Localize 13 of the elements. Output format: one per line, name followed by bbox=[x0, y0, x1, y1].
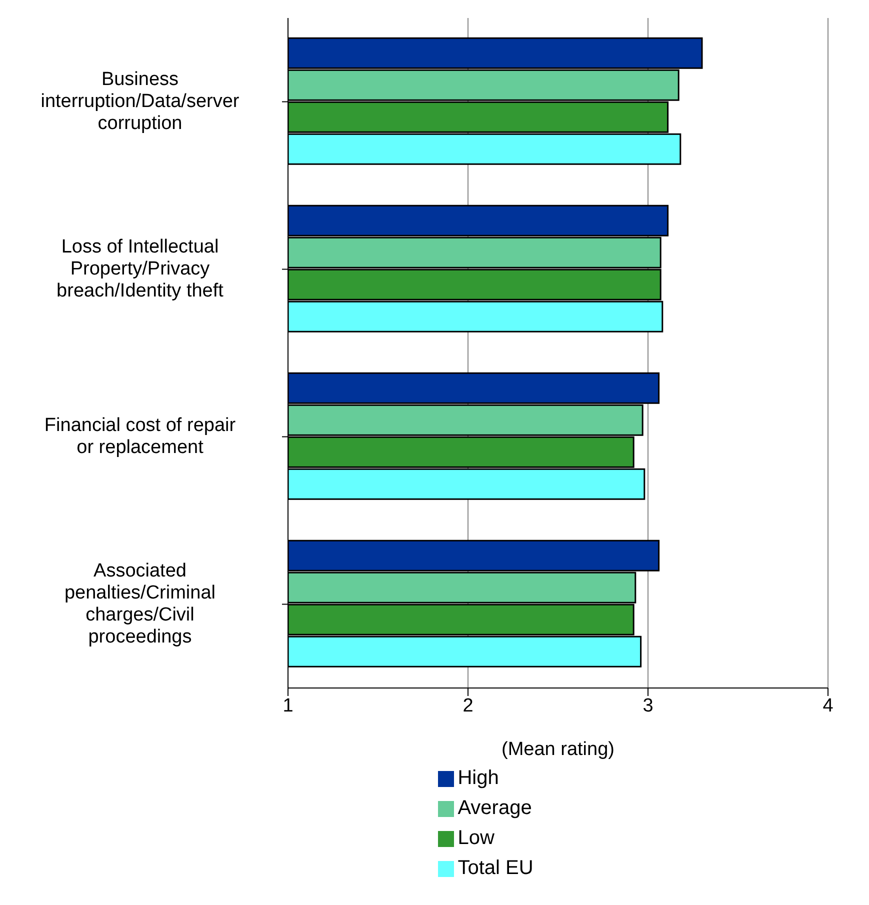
x-tick-label: 3 bbox=[642, 695, 654, 716]
y-tick-label: Loss of Intellectual Property/Privacy breach/Identity theft bbox=[56, 236, 224, 302]
x-tick-label: 2 bbox=[462, 695, 474, 716]
y-tick-label: Financial cost of repair or replacement bbox=[44, 414, 236, 458]
x-axis-title: (Mean rating) bbox=[502, 739, 614, 760]
legend-label: Total EU bbox=[458, 857, 534, 879]
legend-label: High bbox=[458, 767, 499, 789]
x-tick-label: 4 bbox=[822, 695, 834, 716]
y-tick-label: Associated penalties/Criminal charges/Civil proceedings bbox=[64, 560, 216, 648]
y-tick-label: Business interruption/Data/server corruption bbox=[40, 68, 240, 134]
legend-label: Average bbox=[458, 797, 532, 819]
legend-label: Low bbox=[458, 827, 494, 849]
x-tick-label: 1 bbox=[282, 695, 294, 716]
